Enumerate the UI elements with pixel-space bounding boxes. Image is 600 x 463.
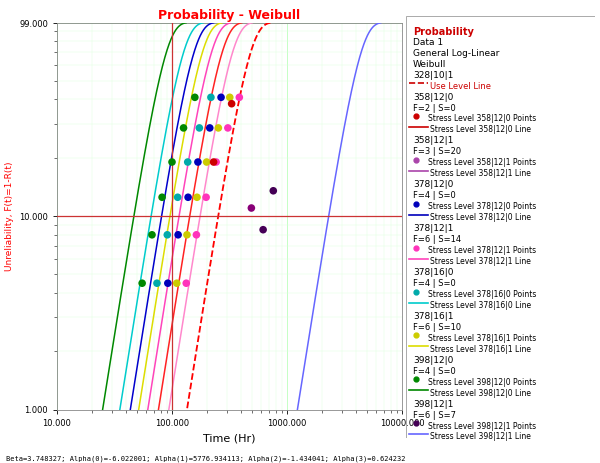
Text: 358|12|1: 358|12|1 [413, 137, 454, 145]
Point [167, 158, 177, 166]
Text: 358|12|0: 358|12|0 [413, 93, 454, 101]
Point [152, 280, 162, 287]
Text: Probability: Probability [413, 27, 474, 37]
Text: F=3 | S=20: F=3 | S=20 [413, 147, 461, 156]
Text: Stress Level 358|12|0 Line: Stress Level 358|12|0 Line [430, 125, 531, 134]
Point [182, 231, 192, 238]
Text: 378|12|1: 378|12|1 [413, 224, 454, 233]
Text: Stress Level 398|12|0 Line: Stress Level 398|12|0 Line [430, 388, 531, 398]
Point [223, 124, 233, 131]
Point [181, 280, 191, 287]
Point [183, 158, 193, 166]
Text: Use Level Line: Use Level Line [430, 81, 491, 91]
Point [163, 231, 172, 238]
Text: Stress Level 378|12|1 Line: Stress Level 378|12|1 Line [430, 257, 531, 266]
Text: Beta=3.748327; Alpha(0)=-6.022001; Alpha(1)=5776.934113; Alpha(2)=-1.434041; Alp: Beta=3.748327; Alpha(0)=-6.022001; Alpha… [6, 456, 406, 462]
Point [193, 158, 203, 166]
Point [227, 100, 236, 107]
Text: F=6 | S=14: F=6 | S=14 [413, 235, 461, 244]
Text: Data 1: Data 1 [413, 38, 443, 47]
Point [202, 158, 211, 166]
Point [173, 194, 182, 201]
Text: 378|16|0: 378|16|0 [413, 268, 454, 277]
Text: 328|10|1: 328|10|1 [413, 70, 454, 80]
Point [235, 94, 244, 101]
Point [163, 280, 173, 287]
X-axis label: Time (Hr): Time (Hr) [203, 433, 256, 444]
Text: Stress Level 358|12|0 Points: Stress Level 358|12|0 Points [428, 114, 536, 124]
Text: F=4 | S=0: F=4 | S=0 [413, 367, 456, 375]
Text: Stress Level 378|12|1 Points: Stress Level 378|12|1 Points [428, 246, 536, 255]
Point [211, 158, 221, 166]
Text: Stress Level 358|12|1 Line: Stress Level 358|12|1 Line [430, 169, 531, 178]
Title: Probability - Weibull: Probability - Weibull [158, 9, 301, 22]
Point [214, 124, 223, 131]
Point [216, 94, 226, 101]
Text: Weibull: Weibull [413, 60, 446, 69]
Text: F=4 | S=0: F=4 | S=0 [413, 279, 456, 288]
Text: F=4 | S=0: F=4 | S=0 [413, 191, 456, 200]
Text: Stress Level 358|12|1 Points: Stress Level 358|12|1 Points [428, 158, 536, 167]
Text: Stress Level 398|12|1 Points: Stress Level 398|12|1 Points [428, 421, 536, 431]
Text: General Log-Linear: General Log-Linear [413, 49, 500, 58]
Point [183, 194, 193, 201]
Point [173, 231, 183, 238]
Text: 378|16|1: 378|16|1 [413, 312, 454, 321]
Point [194, 124, 204, 131]
Text: Stress Level 398|12|1 Line: Stress Level 398|12|1 Line [430, 432, 531, 442]
Text: F=2 | S=0: F=2 | S=0 [413, 104, 456, 113]
Text: Stress Level 378|16|1 Line: Stress Level 378|16|1 Line [430, 345, 531, 354]
Point [202, 194, 211, 201]
Point [179, 124, 188, 131]
Point [192, 194, 202, 201]
Text: 398|12|1: 398|12|1 [413, 400, 454, 408]
Text: Stress Level 378|16|0 Points: Stress Level 378|16|0 Points [428, 290, 536, 299]
Text: F=6 | S=7: F=6 | S=7 [413, 411, 456, 419]
Text: Stress Level 378|16|1 Points: Stress Level 378|16|1 Points [428, 334, 536, 343]
Point [191, 231, 201, 238]
Text: Stress Level 378|16|0 Line: Stress Level 378|16|0 Line [430, 301, 531, 310]
Point [205, 124, 215, 131]
Point [206, 94, 216, 101]
Point [225, 94, 235, 101]
Point [268, 187, 278, 194]
Text: Stress Level 378|12|0 Line: Stress Level 378|12|0 Line [430, 213, 531, 222]
Point [147, 231, 157, 238]
Point [190, 94, 200, 101]
Point [259, 226, 268, 233]
Text: F=6 | S=10: F=6 | S=10 [413, 323, 461, 332]
Point [137, 280, 147, 287]
Text: Stress Level 398|12|0 Points: Stress Level 398|12|0 Points [428, 378, 536, 387]
Y-axis label: Unreliability, F(t)=1-R(t): Unreliability, F(t)=1-R(t) [5, 162, 14, 271]
Text: Stress Level 378|12|0 Points: Stress Level 378|12|0 Points [428, 202, 536, 211]
Point [209, 158, 218, 166]
Point [247, 204, 256, 212]
Text: 378|12|0: 378|12|0 [413, 180, 454, 189]
Point [157, 194, 167, 201]
Point [172, 280, 182, 287]
Text: 398|12|0: 398|12|0 [413, 356, 454, 365]
